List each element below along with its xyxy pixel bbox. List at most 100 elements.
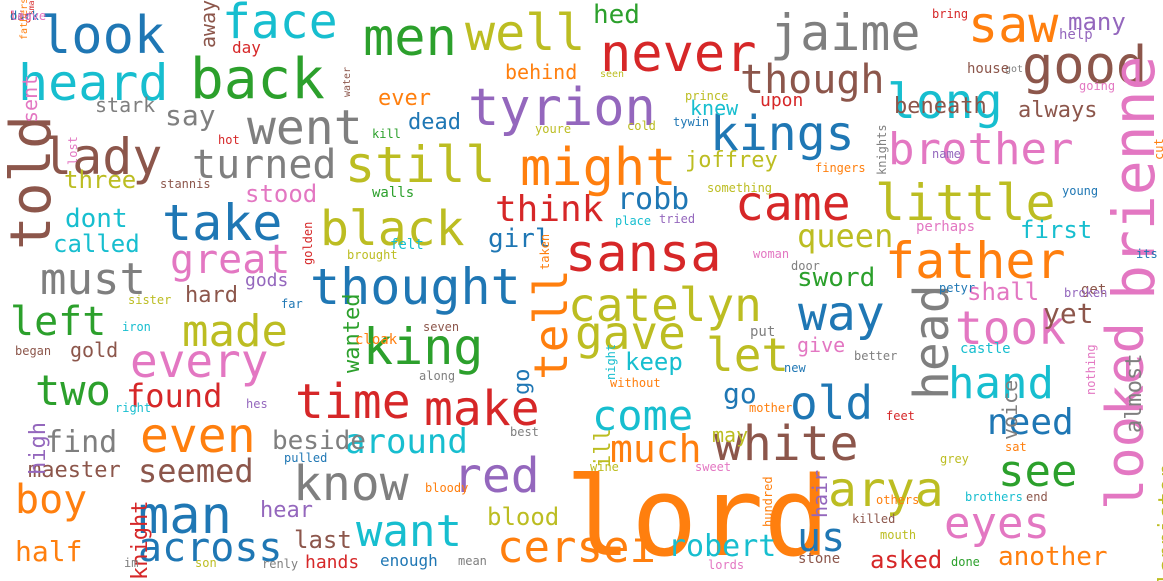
cloud-word-face: face <box>222 0 338 50</box>
cloud-word-others: others <box>876 493 920 507</box>
cloud-word-tell: tell <box>524 269 578 380</box>
cloud-word-gold: gold <box>70 338 119 362</box>
cloud-word-taken: taken <box>538 233 552 270</box>
cloud-word-lannister: lannister <box>1155 465 1163 581</box>
cloud-word-woman: woman <box>753 247 790 261</box>
cloud-word-hed: hed <box>593 0 640 30</box>
cloud-word-ever: ever <box>378 86 431 111</box>
cloud-word-came: came <box>735 176 851 232</box>
cloud-word-girl: girl <box>488 224 551 254</box>
cloud-word-joffrey: joffrey <box>685 148 778 173</box>
cloud-word-found: found <box>126 377 223 415</box>
cloud-word-much: much <box>610 427 702 471</box>
cloud-word-black: black <box>320 201 465 257</box>
cloud-word-make: make <box>424 381 540 437</box>
cloud-word-keep: keep <box>625 348 683 376</box>
cloud-word-still: still <box>345 136 496 194</box>
cloud-word-robert: robert <box>668 529 777 564</box>
cloud-word-always: always <box>1018 98 1098 123</box>
cloud-word-castle: castle <box>960 341 1011 357</box>
cloud-word-back: back <box>190 47 325 112</box>
cloud-word-look: look <box>40 6 166 66</box>
cloud-word-beneath: beneath <box>894 94 987 119</box>
cloud-word-might: might <box>520 138 677 198</box>
cloud-word-eyes: eyes <box>944 498 1050 549</box>
cloud-word-seven: seven <box>423 320 460 334</box>
cloud-word-time: time <box>295 374 411 430</box>
cloud-word-feet: feet <box>886 409 915 423</box>
cloud-word-go: go <box>723 377 757 410</box>
cloud-word-way: way <box>798 286 885 342</box>
cloud-word-prince: prince <box>685 89 729 103</box>
cloud-word-jaime: jaime <box>770 4 921 62</box>
cloud-word-stannis: stannis <box>160 177 211 191</box>
cloud-word-catelyn: catelyn <box>568 278 762 332</box>
cloud-word-name: name <box>932 147 961 161</box>
cloud-word-get: get <box>1081 282 1107 298</box>
cloud-word-night: night <box>604 343 618 380</box>
cloud-word-king: king <box>363 318 484 376</box>
cloud-word-sweet: sweet <box>695 460 732 474</box>
cloud-word-behind: behind <box>505 60 578 84</box>
cloud-word-hands: hands <box>305 552 360 573</box>
cloud-word-tried: tried <box>659 212 696 226</box>
cloud-word-something: something <box>707 181 773 195</box>
cloud-word-lords: lords <box>708 558 745 572</box>
cloud-word-sister: sister <box>128 293 172 307</box>
cloud-word-high: high <box>26 422 51 475</box>
cloud-word-dead: dead <box>408 110 461 135</box>
cloud-word-nothing: nothing <box>1084 344 1098 395</box>
cloud-word-tyrion: tyrion <box>468 78 656 138</box>
cloud-word-end: end <box>1026 490 1048 504</box>
cloud-word-seemed: seemed <box>138 452 254 490</box>
cloud-word-kings: kings <box>710 106 855 162</box>
cloud-word-house: house <box>967 61 1010 77</box>
cloud-word-well: well <box>465 4 586 62</box>
cloud-word-better: better <box>854 349 898 363</box>
cloud-word-enough: enough <box>380 551 438 570</box>
cloud-word-son: son <box>195 556 217 570</box>
cloud-word-took: took <box>955 301 1066 355</box>
cloud-word-know: know <box>293 456 409 512</box>
cloud-word-long: long <box>887 74 1003 130</box>
cloud-word-voice: voice <box>998 379 1022 440</box>
cloud-word-told: told <box>0 115 64 250</box>
cloud-word-began: began <box>15 344 52 358</box>
cloud-word-half: half <box>15 535 83 568</box>
cloud-word-pulled: pulled <box>284 451 328 465</box>
cloud-word-far: far <box>281 297 303 311</box>
cloud-word-come: come <box>592 391 694 440</box>
cloud-word-red: red <box>453 448 540 504</box>
cloud-word-brother: brother <box>888 124 1074 175</box>
cloud-word-lord: lord <box>565 453 830 581</box>
cloud-word-great: great <box>170 237 291 283</box>
cloud-word-say: say <box>165 99 216 132</box>
cloud-word-mean: mean <box>458 554 487 568</box>
cloud-word-left: left <box>10 299 107 345</box>
cloud-word-place: place <box>615 214 652 228</box>
cloud-word-fingers: fingers <box>815 161 866 175</box>
cloud-word-going: going <box>1079 79 1116 93</box>
cloud-word-made: made <box>182 306 288 357</box>
cloud-word-around: around <box>345 422 468 462</box>
cloud-word-cold: cold <box>627 119 656 133</box>
cloud-word-saw: saw <box>968 0 1059 54</box>
cloud-word-young: young <box>1062 184 1099 198</box>
cloud-word-arya: arya <box>828 462 944 518</box>
cloud-word-done: done <box>951 555 980 569</box>
cloud-word-white: white <box>714 416 859 472</box>
cloud-word-day: day <box>232 38 261 57</box>
cloud-word-lost: lost <box>66 136 80 165</box>
cloud-word-brothers: brothers <box>965 490 1023 504</box>
cloud-word-maester: maester <box>28 458 121 483</box>
cloud-word-give: give <box>797 333 846 357</box>
cloud-word-almost: almost <box>1122 353 1147 433</box>
cloud-word-three: three <box>64 166 137 194</box>
cloud-word-sansa: sansa <box>565 224 722 284</box>
cloud-word-right: right <box>115 401 152 415</box>
cloud-word-shall: shall <box>967 278 1040 306</box>
cloud-word-though: though <box>740 57 885 103</box>
cloud-word-little: little <box>875 174 1056 232</box>
cloud-word-dont: dont <box>65 204 128 234</box>
cloud-word-grey: grey <box>940 452 969 466</box>
